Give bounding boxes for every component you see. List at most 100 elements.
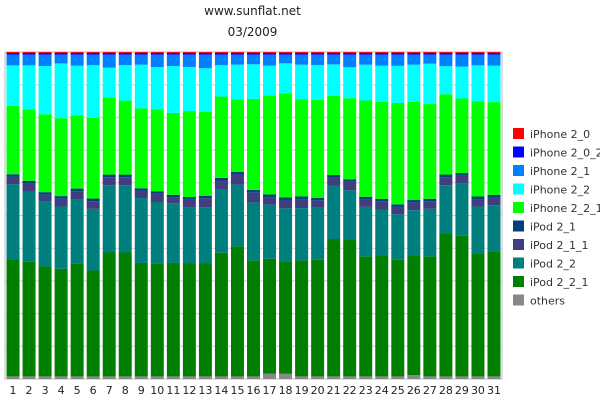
bar-segment <box>343 179 357 182</box>
bar-segment <box>134 190 148 199</box>
bar-segment <box>150 52 164 53</box>
legend-label: iPod 2_2 <box>530 258 576 271</box>
bar-segment <box>471 101 485 197</box>
bar-segment <box>423 52 437 55</box>
bar-segment <box>166 194 180 198</box>
bar-segment <box>118 376 132 379</box>
bar-segment <box>359 100 373 197</box>
bar-segment <box>471 52 485 55</box>
bar-segment <box>22 180 36 184</box>
bar-segment <box>423 201 437 209</box>
bar-segment <box>6 184 20 261</box>
bar-segment <box>423 54 437 64</box>
x-tick-label: 14 <box>214 384 228 397</box>
bar-segment <box>118 174 132 178</box>
bar-segment <box>86 117 100 199</box>
bar-segment <box>343 52 357 53</box>
legend-label: iPhone 2_2 <box>530 184 590 197</box>
bar-segment <box>86 54 100 66</box>
legend-label: iPod 2_2_1 <box>530 276 589 289</box>
x-tick-label: 25 <box>391 384 405 397</box>
bar-segment <box>198 376 212 379</box>
bar-segment <box>279 63 293 94</box>
bar-segment <box>455 175 469 184</box>
bar-segment <box>279 52 293 55</box>
bar-segment <box>6 174 20 177</box>
bar-segment <box>471 253 485 377</box>
bar-segment <box>407 54 421 65</box>
bar-segment <box>214 376 228 379</box>
bar-segment <box>118 52 132 53</box>
legend-swatch <box>513 294 524 306</box>
bar-segment <box>54 118 68 197</box>
bar-segment <box>311 376 325 379</box>
bar-segment <box>439 174 453 178</box>
bar-segment <box>166 203 180 263</box>
bar-segment <box>22 376 36 379</box>
bar-segment <box>311 54 325 66</box>
bar-segment <box>343 52 357 55</box>
bar-segment <box>6 54 20 66</box>
bar-segment <box>487 52 501 53</box>
bar-segment <box>118 185 132 253</box>
x-tick-label: 10 <box>150 384 164 397</box>
bar-segment <box>359 256 373 377</box>
bar-segment <box>391 259 405 377</box>
bar-segment <box>247 52 260 53</box>
bar-segment <box>311 52 325 55</box>
bar-segment <box>38 52 52 53</box>
bar-segment <box>391 204 405 207</box>
bar-segment <box>295 52 309 53</box>
x-tick-label: 31 <box>487 384 501 397</box>
bar-segment <box>295 52 309 55</box>
bar-segment <box>455 54 469 67</box>
bar-segment <box>166 52 180 53</box>
bar-segment <box>327 54 341 65</box>
bar-segment <box>22 261 36 377</box>
bar-segment <box>455 173 469 176</box>
bar-segment <box>327 95 341 176</box>
bar-segment <box>295 99 309 197</box>
bar-segment <box>439 54 453 67</box>
bar-segment <box>455 235 469 377</box>
bar-segment <box>22 183 36 192</box>
bar-segment <box>230 376 244 379</box>
x-tick-label: 4 <box>58 384 65 397</box>
bar-segment <box>182 376 196 379</box>
bar-segment <box>86 52 100 53</box>
bar-segment <box>359 376 373 379</box>
bar-segment <box>439 185 453 234</box>
bar-segment <box>54 376 68 379</box>
bar-segment <box>487 205 501 252</box>
bar-segment <box>198 111 212 196</box>
bar-segment <box>102 185 116 253</box>
bar-segment <box>471 206 485 254</box>
x-tick-label: 16 <box>247 384 261 397</box>
bar-segment <box>166 112 180 195</box>
bar-segment <box>22 109 36 181</box>
bar-segment <box>407 202 421 211</box>
bar-segment <box>375 54 389 66</box>
bar-segment <box>214 54 228 66</box>
bar-segment <box>311 65 325 100</box>
bar-segment <box>487 102 501 195</box>
bar-segment <box>471 65 485 102</box>
bar-segment <box>423 198 437 202</box>
bar-segment <box>54 52 68 55</box>
bar-segment <box>134 52 148 55</box>
bar-segment <box>279 52 293 53</box>
bar-segment <box>263 258 277 374</box>
bar-segment <box>134 108 148 189</box>
bar-segment <box>263 54 277 66</box>
bar-segment <box>471 52 485 53</box>
bar-segment <box>230 54 244 65</box>
bar-segment <box>471 196 485 200</box>
bar-segment <box>279 197 293 200</box>
bar-segment <box>423 104 437 199</box>
bar-segment <box>54 206 68 269</box>
bar-segment <box>471 199 485 207</box>
bar-segment <box>359 64 373 101</box>
legend-swatch <box>513 220 524 232</box>
bar-segment <box>295 208 309 261</box>
bar-segment <box>22 52 36 55</box>
